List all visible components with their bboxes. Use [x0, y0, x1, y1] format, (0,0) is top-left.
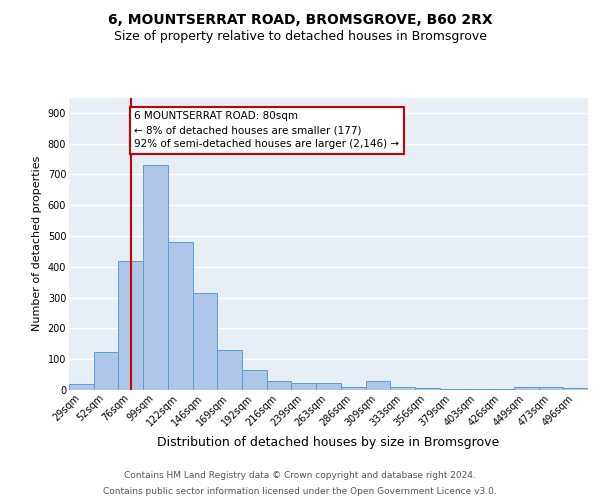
Y-axis label: Number of detached properties: Number of detached properties: [32, 156, 42, 332]
X-axis label: Distribution of detached houses by size in Bromsgrove: Distribution of detached houses by size …: [157, 436, 500, 449]
Bar: [94, 352, 118, 390]
Bar: [292, 383, 316, 390]
Bar: [118, 260, 143, 390]
Bar: [69, 384, 94, 390]
Bar: [217, 350, 242, 390]
Bar: [193, 293, 217, 390]
Text: 6, MOUNTSERRAT ROAD, BROMSGROVE, B60 2RX: 6, MOUNTSERRAT ROAD, BROMSGROVE, B60 2RX: [107, 12, 493, 26]
Bar: [539, 387, 563, 390]
Text: Size of property relative to detached houses in Bromsgrove: Size of property relative to detached ho…: [113, 30, 487, 43]
Bar: [365, 382, 390, 390]
Bar: [316, 383, 341, 390]
Text: 6 MOUNTSERRAT ROAD: 80sqm
← 8% of detached houses are smaller (177)
92% of semi-: 6 MOUNTSERRAT ROAD: 80sqm ← 8% of detach…: [134, 112, 400, 150]
Bar: [341, 387, 365, 390]
Bar: [168, 242, 193, 390]
Bar: [390, 387, 415, 390]
Bar: [563, 388, 588, 390]
Bar: [267, 382, 292, 390]
Bar: [440, 389, 464, 390]
Text: Contains public sector information licensed under the Open Government Licence v3: Contains public sector information licen…: [103, 486, 497, 496]
Bar: [242, 370, 267, 390]
Bar: [415, 388, 440, 390]
Bar: [514, 387, 539, 390]
Bar: [143, 165, 168, 390]
Text: Contains HM Land Registry data © Crown copyright and database right 2024.: Contains HM Land Registry data © Crown c…: [124, 472, 476, 480]
